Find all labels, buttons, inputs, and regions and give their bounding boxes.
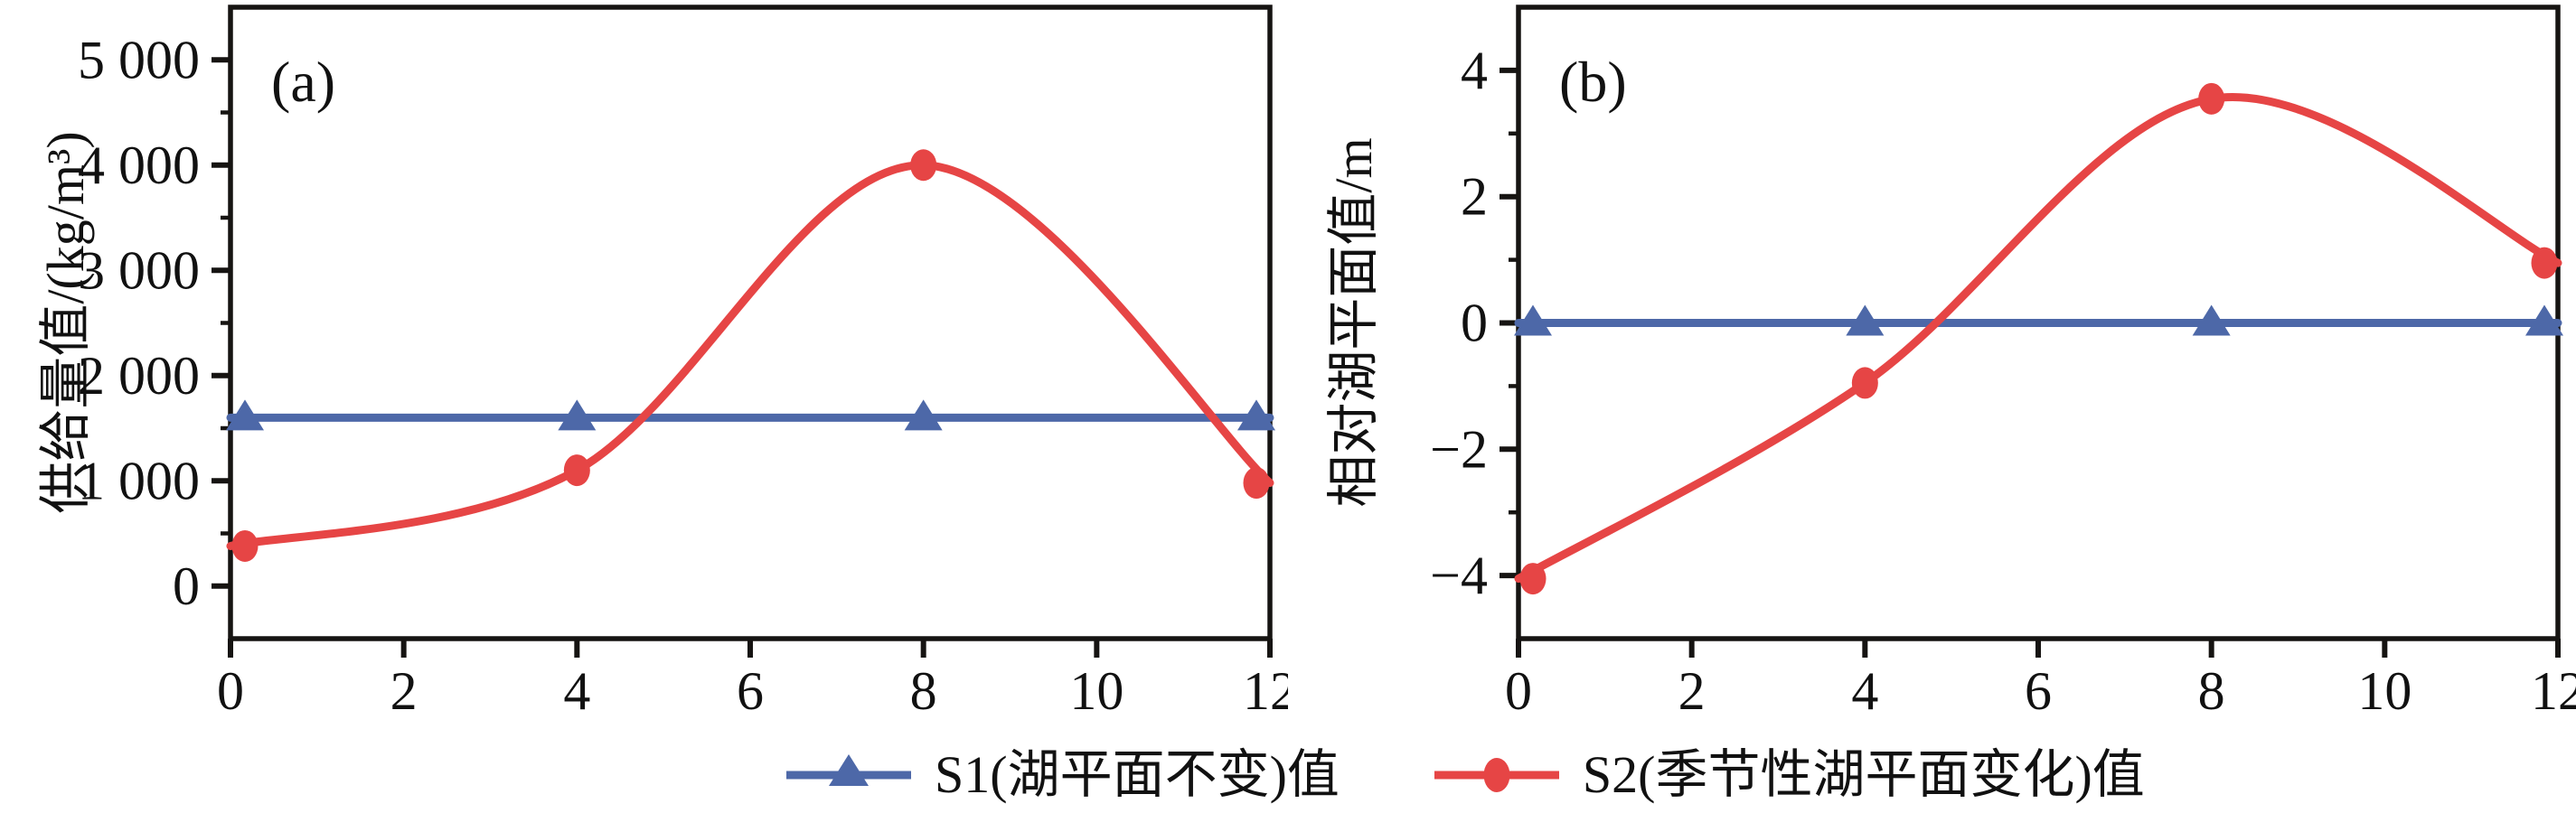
y-tick-label: 2 [1461,167,1488,227]
y-tick-label: −2 [1430,419,1488,479]
chart-panel-a: (a) 供给量值/(kg/m³) 0 2 4 6 8 10 12 0 1 000 2 000 3 0… [36,5,1288,721]
y-tick-label: 0 [1461,294,1488,353]
x-tick-label: 0 [1505,661,1532,721]
circle-marker [231,529,259,562]
legend-item-s1: S1(湖平面不变)值 [786,746,1340,804]
x-tick-label: 4 [1851,661,1878,721]
plot-frame [228,5,1273,641]
circle-marker [2531,247,2558,279]
x-tick-label: 4 [563,661,590,721]
panel-a-plot-area: 0 2 4 6 8 10 12 0 1 000 2 000 3 000 4 000 5 000 [78,5,1288,721]
circle-marker [910,149,937,182]
x-tick-label: 12 [2531,661,2576,721]
legend-triangle-icon [829,754,869,786]
y-tick-label: −4 [1430,546,1488,605]
legend-marker-s2-circle-line [1434,758,1559,792]
x-tick-label: 10 [2357,661,2411,721]
y-tick-label: 4 [1461,41,1488,100]
panel-a-letter: (a) [271,50,335,114]
legend-marker-s1-triangle-line [786,754,911,786]
y-tick-label: 4 000 [78,136,200,195]
y-tick-label: 2 000 [78,346,200,406]
panel-b-y-axis-title: 相对湖平面值/m [1324,137,1383,507]
x-tick-label: 2 [1678,661,1706,721]
legend-circle-icon [1483,758,1510,792]
triangle-marker [226,399,264,431]
x-tick-label: 0 [217,661,244,721]
circle-marker [2198,82,2225,115]
y-tick-label: 1 000 [78,451,200,510]
triangle-marker [558,399,597,431]
triangle-marker [1846,304,1885,336]
triangle-marker [2525,304,2563,336]
series-line-s2 [226,161,1274,550]
chart-legend: S1(湖平面不变)值 S2(季节性湖平面变化)值 [786,739,2145,811]
x-tick-label: 6 [2025,661,2052,721]
y-tick-label: 0 [173,556,200,616]
y-tick-label: 3 000 [78,240,200,300]
chart-panel-b: (b) 相对湖平面值/m 0 2 4 6 8 10 12 −4 −2 0 2 4 [1324,5,2576,721]
legend-label-s2: S2(季节性湖平面变化)值 [1582,745,2145,804]
panel-b-plot-area: 0 2 4 6 8 10 12 −4 −2 0 2 4 [1430,5,2576,721]
x-tick-label: 10 [1069,661,1123,721]
triangle-marker [2192,304,2231,336]
triangle-marker [904,399,943,431]
triangle-marker [1237,399,1275,431]
x-tick-label: 2 [390,661,418,721]
series-line-s2 [1514,93,2562,584]
y-tick-label: 5 000 [78,30,200,89]
x-tick-label: 6 [737,661,764,721]
panel-b-letter: (b) [1559,50,1627,114]
triangle-marker [1514,304,1552,336]
circle-marker [1519,563,1547,595]
circle-marker [563,454,590,487]
x-tick-label: 12 [1243,661,1288,721]
legend-item-s2: S2(季节性湖平面变化)值 [1434,746,2145,804]
x-tick-label: 8 [2198,661,2225,721]
legend-label-s1: S1(湖平面不变)值 [935,745,1340,804]
circle-marker [1851,367,1878,399]
circle-marker [1243,467,1270,500]
x-tick-label: 8 [910,661,937,721]
panel-a-y-axis-title: 供给量值/(kg/m³) [36,131,95,513]
